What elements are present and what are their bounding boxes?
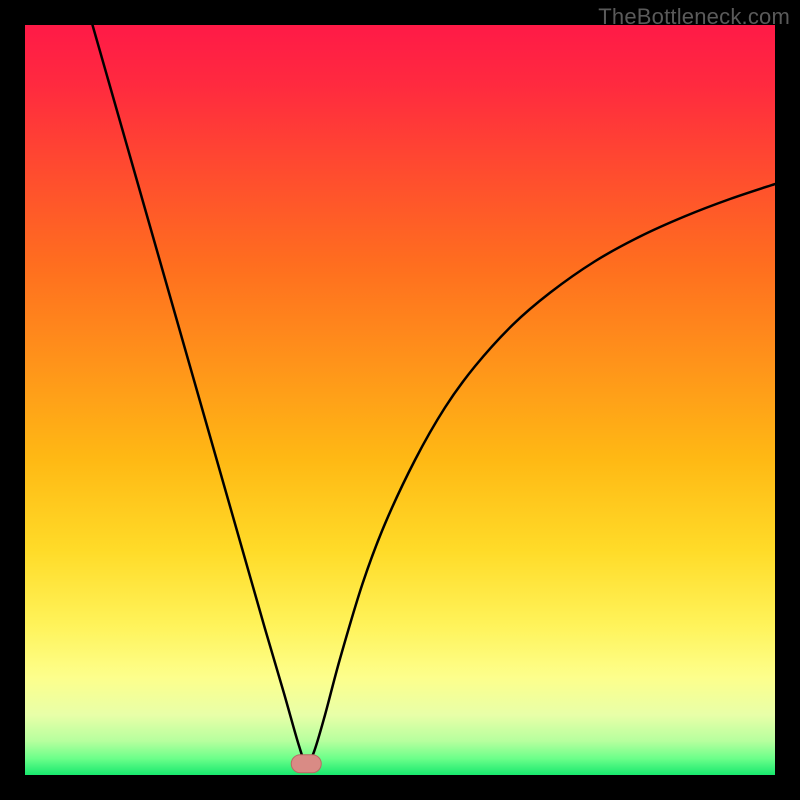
bottleneck-chart: [0, 0, 800, 800]
optimal-point-marker: [291, 755, 321, 773]
chart-gradient-bg: [25, 25, 775, 775]
watermark-text: TheBottleneck.com: [598, 4, 790, 30]
